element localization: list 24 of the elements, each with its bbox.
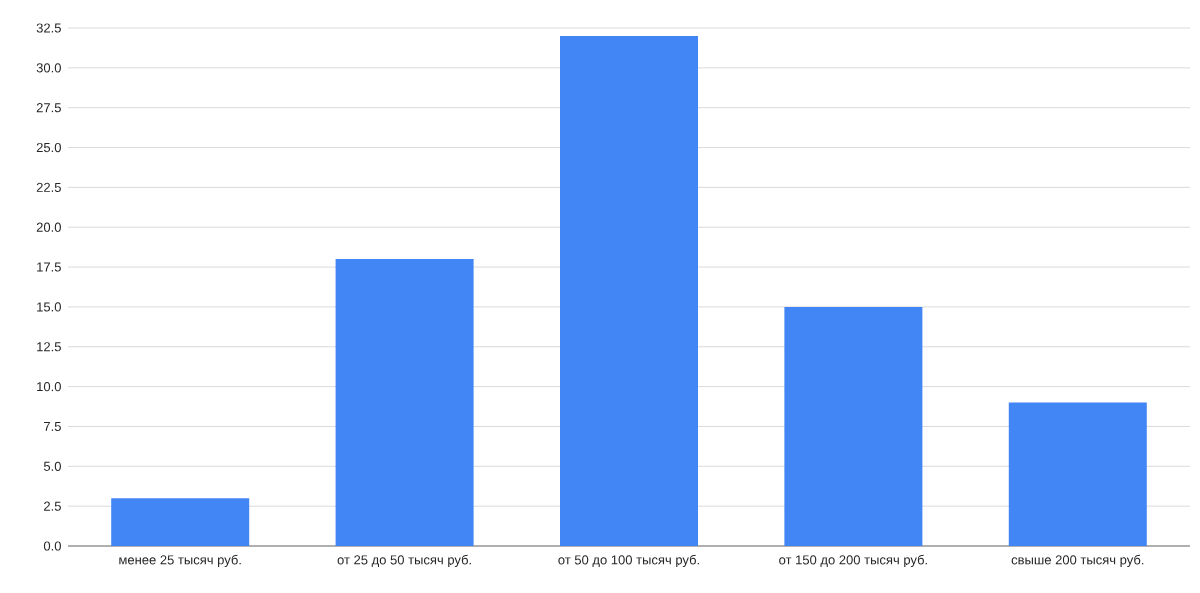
y-tick-label: 7.5: [44, 421, 61, 431]
x-tick-label: менее 25 тысяч руб.: [119, 554, 241, 568]
x-tick-label: от 25 до 50 тысяч руб.: [337, 554, 471, 568]
y-tick-label: 15.0: [37, 302, 61, 312]
y-tick-label: 25.0: [36, 142, 61, 153]
bar: [335, 259, 474, 546]
bar: [111, 498, 250, 546]
y-tick-label: 20.0: [36, 222, 61, 232]
x-tick-label: от 50 до 100 тысяч руб.: [558, 554, 699, 568]
y-tick-label: 5.0: [43, 461, 61, 471]
x-tick-label: свыше 200 тысяч руб.: [1011, 554, 1144, 568]
y-tick-label: 22.5: [36, 182, 61, 192]
y-tick-label: 30.0: [36, 63, 61, 73]
bar: [559, 35, 698, 546]
y-tick-label: 0.0: [43, 541, 61, 551]
y-tick-label: 12.5: [37, 342, 61, 352]
x-tick-label: от 150 до 200 тысяч руб.: [779, 554, 927, 568]
y-tick-label: 32.5: [36, 23, 61, 33]
bar: [1008, 402, 1147, 546]
y-tick-label: 10.0: [37, 382, 61, 392]
y-tick-label: 17.5: [37, 262, 61, 272]
y-tick-label: 27.5: [36, 103, 61, 113]
bar: [784, 306, 923, 546]
y-tick-label: 2.5: [44, 501, 61, 511]
